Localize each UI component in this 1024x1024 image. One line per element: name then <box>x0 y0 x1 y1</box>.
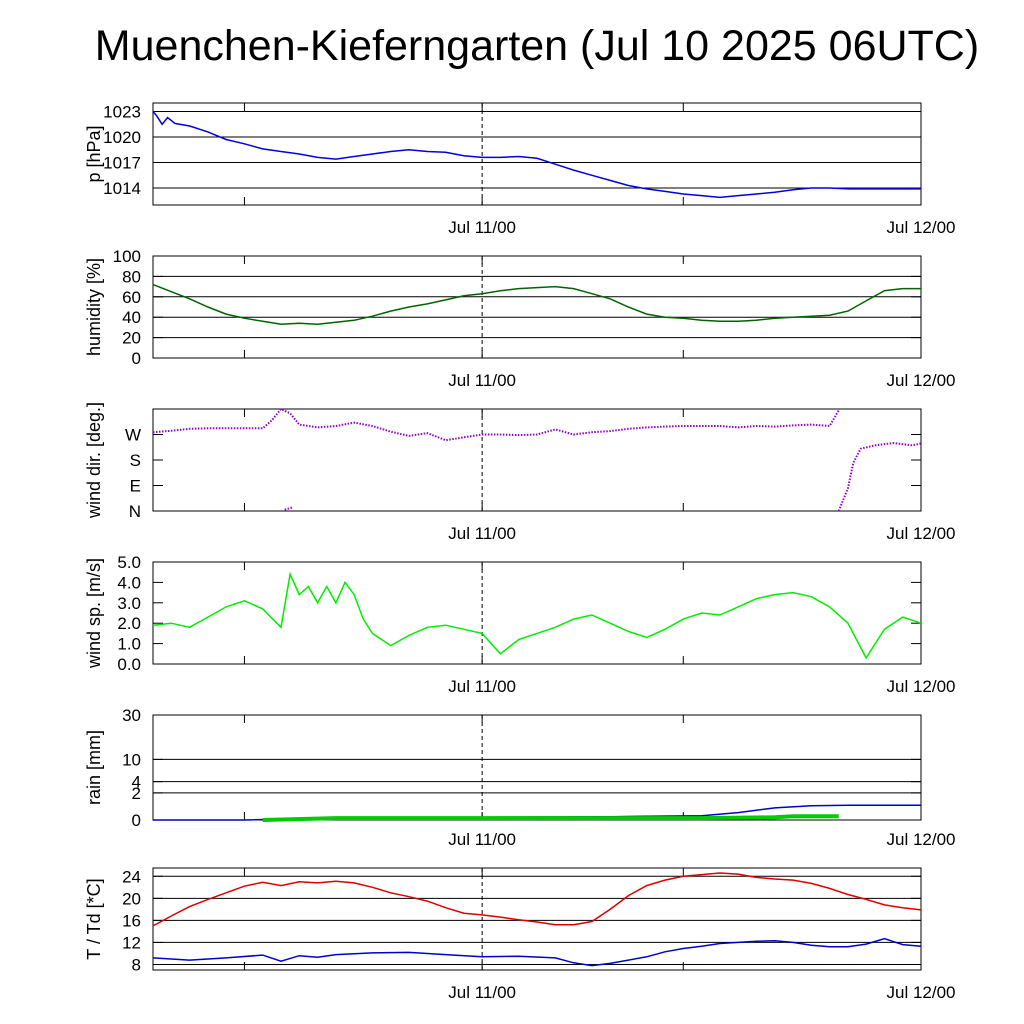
wind-speed-series-wind_speed <box>152 571 922 660</box>
temperature-y-tick-label: 20 <box>122 889 141 908</box>
pressure-series-pressure <box>152 111 921 199</box>
wind-dir-series-wind_dir <box>284 506 293 511</box>
temperature-y-axis-label: T / Td [*C] <box>84 878 104 959</box>
humidity-y-tick-label: 40 <box>122 308 141 327</box>
pressure-frame <box>152 102 922 206</box>
temperature-panel: 8 12 16 20 24 Jul 11/00 Jul 12/00 T / Td [*C] <box>84 867 956 1002</box>
rain-x-tick-label: Jul 12/00 <box>887 830 956 849</box>
wind-dir-x-tick-label: Jul 12/00 <box>887 524 956 543</box>
temperature-x-tick-label: Jul 11/00 <box>448 983 516 1002</box>
pressure-panel: 1014 1017 1020 1023 Jul 11/00 Jul 12/00 p [hPa… <box>84 102 956 237</box>
wind-speed-x-tick-label: Jul 12/00 <box>887 677 956 696</box>
wind-speed-y-tick-label: 1.0 <box>117 635 141 654</box>
humidity-y-axis-label: humidity [%] <box>84 258 104 356</box>
pressure-x-tick-label: Jul 11/00 <box>448 218 516 237</box>
wind-dir-y-tick-label: S <box>130 451 141 470</box>
wind-dir-series-wind_dir <box>152 407 840 442</box>
wind-dir-series-wind_dir <box>837 441 922 512</box>
wind-speed-y-tick-label: 4.0 <box>117 573 141 592</box>
humidity-series-humidity <box>152 283 921 326</box>
wind-dir-x-tick-label: Jul 11/00 <box>448 524 516 543</box>
wind-dir-frame <box>152 408 922 512</box>
rain-y-axis-label: rain [mm] <box>84 730 104 805</box>
rain-panel: 0 24 10 30 Jul 11/00 Jul 12/00 rain [mm] <box>84 706 956 849</box>
rain-y-tick-label: 10 <box>122 750 141 769</box>
wind-speed-frame <box>152 561 922 665</box>
temperature-y-tick-label: 12 <box>122 933 141 952</box>
temperature-frame <box>152 867 922 971</box>
pressure-y-tick-label: 1017 <box>103 154 141 173</box>
rain-y-tick-label: 4 <box>132 773 141 792</box>
wind-speed-y-tick-label: 2.0 <box>117 614 141 633</box>
rain-frame <box>152 714 922 821</box>
pressure-y-tick-label: 1014 <box>103 179 141 198</box>
rain-series-rain_rate <box>262 814 839 822</box>
pressure-y-tick-label: 1020 <box>103 128 141 147</box>
wind-speed-y-tick-label: 0.0 <box>117 655 141 674</box>
humidity-y-tick-label: 0 <box>132 349 141 368</box>
pressure-y-axis-label: p [hPa] <box>84 125 104 182</box>
wind-speed-panel: 0.01.0 2.03.0 4.05.0 Jul 11/00 Jul 12/00 wind… <box>84 553 956 696</box>
wind-dir-y-tick-label: W <box>125 426 141 445</box>
wind-speed-y-tick-label: 3.0 <box>117 594 141 613</box>
rain-y-tick-label: 0 <box>132 811 141 830</box>
wind-dir-y-tick-label: E <box>130 477 141 496</box>
pressure-y-tick-label: 1023 <box>103 103 141 122</box>
humidity-y-tick-label: 100 <box>113 247 141 266</box>
temperature-x-tick-label: Jul 12/00 <box>887 983 956 1002</box>
humidity-y-tick-label: 80 <box>122 267 141 286</box>
humidity-x-tick-label: Jul 12/00 <box>887 371 956 390</box>
temperature-y-tick-label: 24 <box>122 867 141 886</box>
humidity-y-tick-label: 60 <box>122 288 141 307</box>
chart-title: Muenchen-Kieferngarten (Jul 10 2025 06UT… <box>94 22 980 70</box>
pressure-x-tick-label: Jul 12/00 <box>887 218 956 237</box>
temperature-series-dewpoint <box>152 937 922 967</box>
temperature-y-tick-label: 8 <box>132 955 141 974</box>
rain-x-tick-label: Jul 11/00 <box>448 830 516 849</box>
humidity-x-tick-label: Jul 11/00 <box>448 371 516 390</box>
temperature-y-tick-label: 16 <box>122 911 141 930</box>
wind-speed-y-axis-label: wind sp. [m/s] <box>84 558 104 669</box>
wind-speed-x-tick-label: Jul 11/00 <box>448 677 516 696</box>
temperature-series-temperature <box>152 872 922 927</box>
rain-y-tick-label: 30 <box>122 706 141 725</box>
wind-dir-y-axis-label: wind dir. [deg.] <box>84 402 104 519</box>
rain-y-tick-label: 2 <box>132 784 141 803</box>
humidity-y-tick-label: 20 <box>122 329 141 348</box>
wind-speed-y-tick-label: 5.0 <box>117 553 141 572</box>
humidity-frame <box>152 255 922 359</box>
wind-dir-y-tick-label: N <box>129 502 141 521</box>
